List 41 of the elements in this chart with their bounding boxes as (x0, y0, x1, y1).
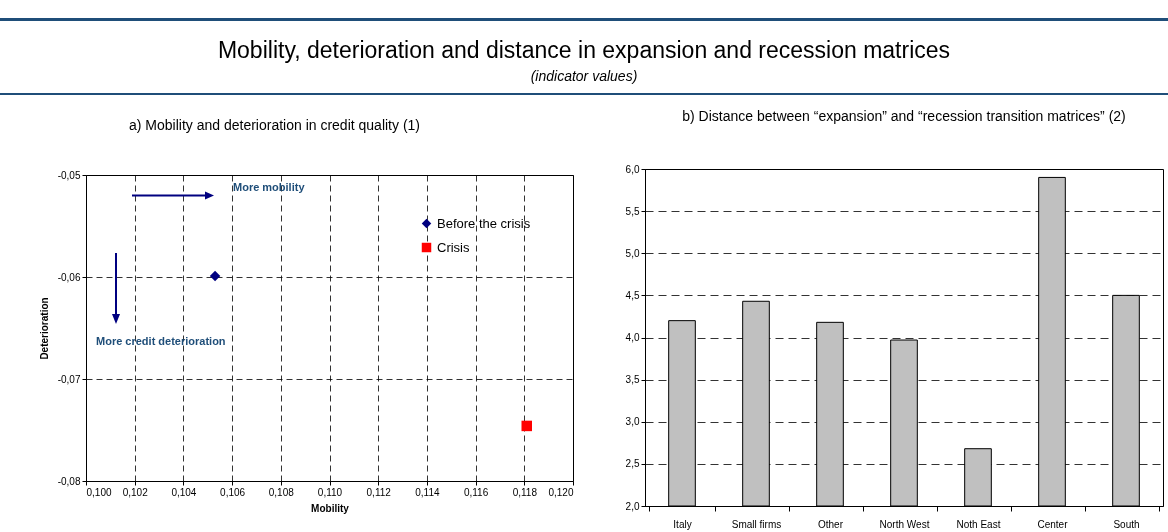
x-tick-label: Noth East (956, 518, 1001, 530)
chart-title: b) Distance between “expansion” and “recession transition matrices” (2) (682, 108, 1126, 124)
x-tick-label: 0,110 (317, 486, 343, 498)
chart-title: a) Mobility and deterioration in credit quality (1) (128, 117, 421, 133)
y-tick-label: 4,0 (625, 332, 640, 343)
y-tick-label: -0,06 (57, 271, 81, 283)
y-tick-label: -0,08 (57, 475, 81, 487)
y-tick-label: 6,0 (625, 163, 640, 175)
x-tick-label: 0,100 (86, 486, 112, 498)
text: Mobility, deterioration and distance in expansion and recession matrices (216, 37, 952, 64)
x-tick-label: 0,104 (171, 486, 197, 498)
y-axis-title: Deterioration (38, 297, 50, 360)
x-tick-label: 0,120 (548, 486, 574, 498)
legend-label: Before the crisis (437, 215, 531, 231)
y-tick-label: 2,0 (625, 500, 640, 512)
x-tick-label: Other (817, 518, 844, 530)
x-tick-label: Italy (673, 518, 692, 530)
y-tick-label: 2,5 (625, 458, 640, 470)
x-tick-label: 0,118 (512, 486, 538, 498)
x-tick-label: 0,116 (463, 486, 489, 498)
x-tick-label: Center (1037, 518, 1069, 530)
x-tick-label: 0,108 (268, 486, 295, 498)
y-tick-label: 3,5 (625, 374, 640, 386)
y-tick-label: -0,05 (57, 169, 81, 181)
annotation: More credit deterioration (96, 335, 226, 347)
annotation: More mobility (233, 181, 306, 193)
y-tick-label: -0,07 (57, 373, 81, 385)
x-tick-label: South (1113, 518, 1140, 530)
legend-label: Crisis (437, 239, 470, 255)
x-tick-label: 0,114 (415, 486, 440, 498)
x-tick-label: North West (879, 518, 930, 530)
x-axis-title: Mobility (311, 502, 350, 514)
x-tick-label: Small firms (731, 518, 782, 530)
y-tick-label: 4,5 (625, 289, 640, 301)
text: (indicator values) (529, 68, 639, 84)
y-tick-label: 5,5 (625, 205, 640, 217)
x-tick-label: 0,112 (366, 486, 392, 498)
y-tick-label: 3,0 (625, 416, 640, 428)
x-tick-label: 0,106 (220, 486, 246, 498)
y-tick-label: 5,0 (625, 247, 640, 259)
x-tick-label: 0,102 (122, 486, 149, 498)
